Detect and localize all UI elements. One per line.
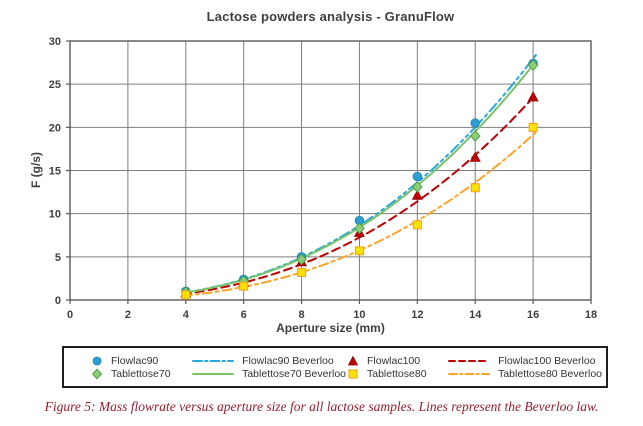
circle-marker-icon [412,171,423,182]
square-marker-icon [181,290,191,300]
square-marker-icon [348,369,358,378]
y-tick-label: 20 [49,122,61,134]
x-tick-label: 12 [411,309,423,321]
legend-label: Tablettose80 [367,367,427,380]
x-tick-label: 14 [469,309,482,321]
circle-marker-icon [92,356,102,365]
triangle-marker-icon [411,189,423,200]
square-marker-icon [354,246,364,256]
y-axis-label: F (g/s) [29,152,43,188]
diamond-marker-icon [91,367,103,380]
diamond-marker-icon [91,367,103,380]
legend-item-flowlac100: Flowlac100 [346,355,447,367]
x-tick-label: 16 [527,309,539,321]
y-tick-label: 15 [49,166,61,178]
legend-item-flowlac100-beverloo: Flowlac100 Beverloo [447,355,602,367]
legend: Flowlac90 Flowlac90 Beverloo Flowlac100 Flo… [62,346,608,388]
x-axis-label: Aperture size (mm) [276,321,385,335]
x-tick-label: 18 [585,309,597,321]
legend-item-tablettose70: Tablettose70 [90,368,191,380]
square-marker-icon [348,369,358,378]
triangle-marker-icon [347,355,359,365]
legend-label: Tablettose70 Beverloo [242,367,346,380]
legend-item-tablettose80-beverloo: Tablettose80 Beverloo [447,368,602,380]
circle-marker-icon [470,118,480,128]
x-tick-label: 10 [353,309,365,321]
y-tick-label: 10 [49,209,61,221]
legend-item-tablettose80: Tablettose80 [346,368,447,380]
triangle-marker-icon [469,151,481,162]
legend-item-flowlac90: Flowlac90 [90,355,191,367]
legend-label: Tablettose80 Beverloo [498,367,602,380]
square-marker-icon [297,267,307,277]
square-marker-icon [528,122,538,132]
plot-area: 0 2 4 6 8 10 12 14 16 18 0 5 10 15 20 25 30 [49,36,597,321]
y-tick-label: 30 [49,36,61,48]
axis-ticks: 0 2 4 6 8 10 12 14 16 18 0 5 10 15 20 25 30 [49,36,597,321]
triangle-marker-icon [347,355,359,365]
y-tick-label: 0 [55,295,61,307]
x-tick-label: 0 [67,309,73,321]
diamond-marker-icon [296,253,307,266]
line-sample-icon [192,359,235,362]
y-tick-label: 5 [55,252,61,264]
legend-item-flowlac90-beverloo: Flowlac90 Beverloo [191,355,346,367]
line-sample-icon [448,372,491,375]
diamond-marker-icon [412,180,423,193]
legend-label: Flowlac100 [367,354,421,367]
square-marker-icon [470,183,480,193]
line-sample-icon [192,372,235,375]
y-tick-label: 25 [49,79,61,91]
diamond-marker-icon [469,130,481,142]
square-marker-icon [412,220,422,230]
x-tick-label: 2 [125,309,131,321]
series-tablettose80 [181,122,538,300]
x-tick-label: 4 [183,309,190,321]
legend-item-tablettose70-beverloo: Tablettose70 Beverloo [191,368,346,380]
triangle-marker-icon [527,91,539,102]
legend-label: Tablettose70 [111,367,171,380]
chart-title: Lactose powders analysis - GranuFlow [206,9,455,24]
square-marker-icon [239,281,249,291]
gridlines [70,41,591,300]
circle-marker-icon [92,356,102,365]
legend-label: Flowlac100 Beverloo [498,354,596,367]
figure-caption: Figure 5: Mass flowrate versus aperture … [44,399,599,414]
diamond-marker-icon [527,59,539,72]
line-sample-icon [448,359,491,362]
legend-label: Flowlac90 [111,354,159,367]
x-tick-label: 8 [298,309,304,321]
x-tick-label: 6 [241,309,247,321]
diamond-marker-icon [354,222,365,235]
legend-label: Flowlac90 Beverloo [242,354,334,367]
